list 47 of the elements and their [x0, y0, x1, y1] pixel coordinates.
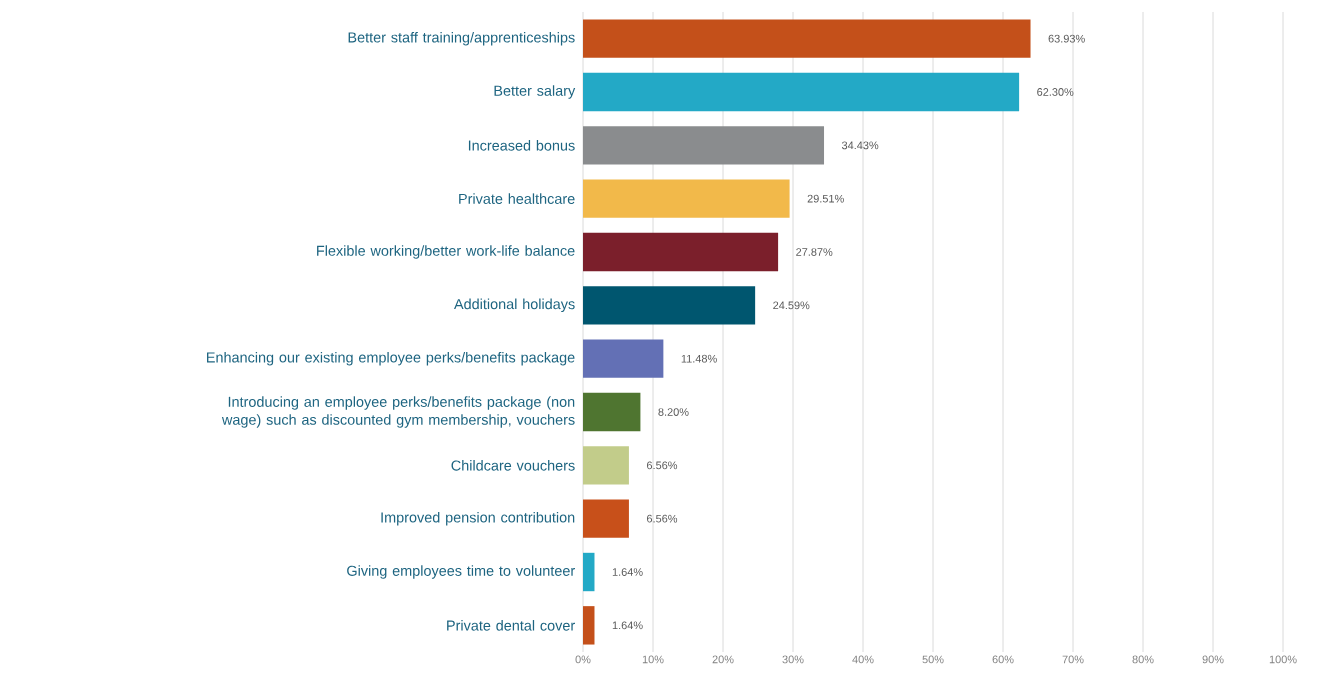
data-label: 62.30%	[1037, 88, 1074, 96]
y-tick-label: Childcare vouchers	[451, 460, 575, 471]
data-label: 6.56%	[647, 514, 678, 523]
bar	[583, 19, 1031, 58]
bar	[583, 392, 641, 432]
x-tick-label: 90%	[1202, 655, 1224, 664]
x-tick-label: 50%	[922, 655, 944, 664]
data-label: 34.43%	[841, 141, 879, 150]
x-tick-label: 10%	[642, 655, 664, 664]
bar	[583, 286, 756, 325]
bar	[583, 126, 825, 165]
y-tick-label: Giving employees time to volunteer	[347, 565, 575, 579]
y-tick-label: Private healthcare	[459, 193, 575, 204]
data-label: 8.20%	[658, 408, 689, 416]
bar	[583, 552, 595, 592]
x-tick-label: 60%	[992, 655, 1014, 664]
data-label: 6.56%	[647, 461, 678, 470]
y-tick-label: Improved pension contribution	[381, 511, 575, 526]
x-tick-label: 0%	[575, 655, 591, 664]
data-label: 11.48%	[681, 354, 717, 363]
data-label: 24.59%	[773, 301, 810, 310]
bar	[583, 232, 779, 272]
bar	[583, 499, 629, 538]
y-tick-label: Enhancing our existing employee perks/benefits package	[207, 351, 575, 366]
y-tick-label: Increased bonus	[468, 140, 575, 151]
bar	[583, 606, 595, 645]
bar	[583, 446, 629, 485]
bar	[583, 179, 790, 218]
x-tick-label: 100%	[1269, 655, 1297, 664]
data-label: 1.64%	[612, 568, 643, 576]
x-tick-label: 20%	[712, 655, 734, 664]
data-label: 27.87%	[796, 248, 833, 256]
bar	[583, 339, 664, 378]
x-tick-label: 30%	[782, 655, 804, 664]
y-tick-label: Flexible working/better work-life balance	[317, 245, 575, 259]
data-label: 1.64%	[612, 621, 643, 630]
y-tick-label: Private dental cover	[447, 620, 575, 631]
y-tick-label: Additional holidays	[454, 298, 575, 313]
x-tick-label: 80%	[1132, 655, 1154, 664]
y-tick-label: Better salary	[494, 85, 576, 99]
y-tick-label: Introducing an employee perks/benefits package (non wage) such as discounted gym membership, vouchers	[221, 396, 575, 428]
y-tick-label: Better staff training/apprenticeships	[348, 31, 575, 46]
data-label: 63.93%	[1048, 34, 1085, 43]
x-tick-label: 70%	[1062, 655, 1084, 664]
x-tick-label: 40%	[852, 655, 874, 664]
bar	[583, 72, 1020, 112]
data-label: 29.51%	[807, 194, 844, 203]
